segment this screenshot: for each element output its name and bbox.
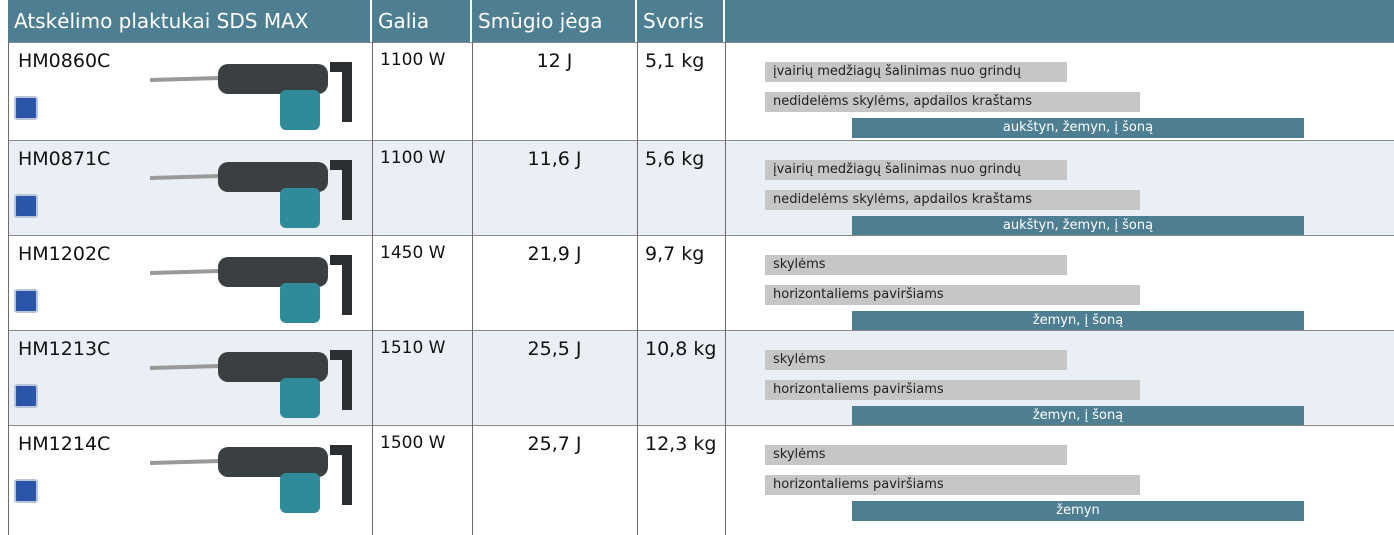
column-divider — [725, 235, 726, 330]
column-divider — [372, 42, 373, 140]
usage-bar: horizontaliems paviršiams — [765, 475, 1140, 495]
usage-bar: žemyn, į šoną — [852, 311, 1304, 331]
usage-bar: aukštyn, žemyn, į šoną — [852, 118, 1304, 138]
column-divider — [725, 140, 726, 235]
impact: 11,6 J — [472, 148, 637, 170]
icon — [14, 479, 38, 503]
drill-illustration — [150, 243, 370, 326]
column-divider — [725, 330, 726, 425]
product-image — [150, 148, 370, 231]
product-image — [150, 50, 370, 136]
power: 1100 W — [380, 148, 445, 168]
usage-bar: nedidelėms skylėms, apdailos kraštams — [765, 190, 1140, 210]
usage-bar: žemyn — [852, 501, 1304, 521]
impact: 25,7 J — [472, 433, 637, 455]
column-divider — [8, 330, 9, 425]
usage-bar: nedidelėms skylėms, apdailos kraštams — [765, 92, 1140, 112]
power: 1510 W — [380, 338, 445, 358]
column-divider — [725, 42, 726, 140]
power: 1100 W — [380, 50, 445, 70]
column-divider — [372, 330, 373, 425]
product-image — [150, 338, 370, 421]
weight: 12,3 kg — [645, 433, 716, 455]
usage-bar: skylėms — [765, 445, 1067, 465]
column-divider — [637, 235, 638, 330]
icon — [14, 96, 38, 120]
column-divider — [372, 425, 373, 535]
usage-bar: įvairių medžiagų šalinimas nuo grindų — [765, 62, 1067, 82]
model-name: HM1214C — [18, 433, 110, 455]
column-divider — [372, 235, 373, 330]
model-name: HM1202C — [18, 243, 110, 265]
impact: 25,5 J — [472, 338, 637, 360]
usage-bar: žemyn, į šoną — [852, 406, 1304, 426]
weight: 5,1 kg — [645, 50, 704, 72]
header-cell: Galia — [372, 0, 470, 42]
column-divider — [637, 42, 638, 140]
column-divider — [8, 425, 9, 535]
drill-illustration — [150, 50, 370, 136]
column-divider — [372, 140, 373, 235]
column-divider — [725, 425, 726, 535]
column-divider — [8, 42, 9, 140]
column-divider — [637, 140, 638, 235]
usage-bar: horizontaliems paviršiams — [765, 285, 1140, 305]
model-name: HM0871C — [18, 148, 110, 170]
header-cell: Svoris — [637, 0, 723, 42]
product-image — [150, 433, 370, 531]
column-divider — [8, 235, 9, 330]
usage-bar: įvairių medžiagų šalinimas nuo grindų — [765, 160, 1067, 180]
usage-bar: horizontaliems paviršiams — [765, 380, 1140, 400]
column-divider — [8, 140, 9, 235]
impact: 21,9 J — [472, 243, 637, 265]
model-name: HM0860C — [18, 50, 110, 72]
icon — [14, 384, 38, 408]
drill-illustration — [150, 148, 370, 231]
drill-illustration — [150, 338, 370, 421]
header-bar — [725, 0, 1394, 42]
icon — [14, 289, 38, 313]
weight: 9,7 kg — [645, 243, 704, 265]
weight: 5,6 kg — [645, 148, 704, 170]
icon — [14, 194, 38, 218]
product-image — [150, 243, 370, 326]
column-divider — [637, 425, 638, 535]
model-name: HM1213C — [18, 338, 110, 360]
usage-bar: aukštyn, žemyn, į šoną — [852, 216, 1304, 236]
usage-bar: skylėms — [765, 255, 1067, 275]
drill-illustration — [150, 433, 370, 531]
power: 1450 W — [380, 243, 445, 263]
header-cell: Smūgio jėga — [472, 0, 635, 42]
usage-bar: skylėms — [765, 350, 1067, 370]
page: Atskėlimo plaktukai SDS MAXGaliaSmūgio j… — [0, 0, 1394, 535]
power: 1500 W — [380, 433, 445, 453]
weight: 10,8 kg — [645, 338, 716, 360]
header-cell: Atskėlimo plaktukai SDS MAX — [8, 0, 370, 42]
impact: 12 J — [472, 50, 637, 72]
column-divider — [637, 330, 638, 425]
